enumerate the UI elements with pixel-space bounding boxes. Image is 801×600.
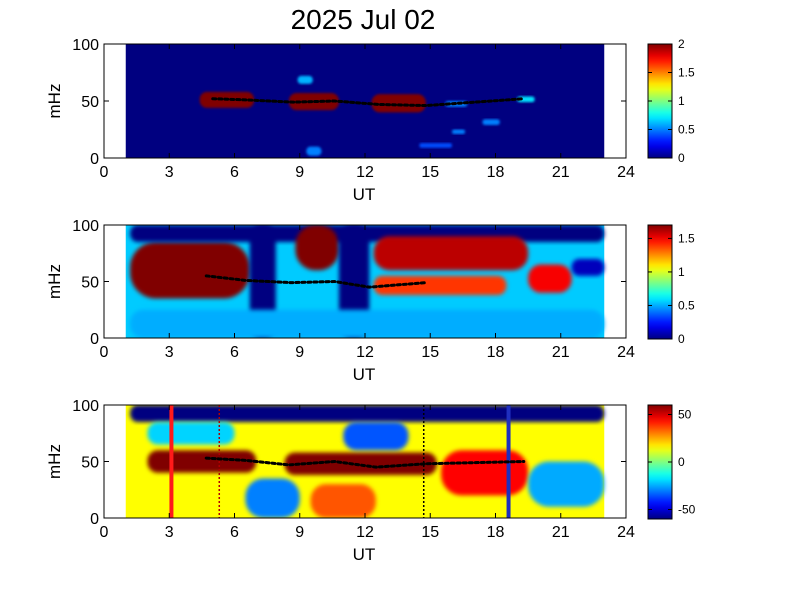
y-axis-label: mHz — [45, 84, 64, 119]
x-tick-label: 18 — [487, 344, 505, 361]
x-axis-label: UT — [353, 185, 376, 204]
x-tick-label: 12 — [356, 344, 374, 361]
heatmap-feature — [528, 264, 572, 293]
y-axis-label: mHz — [45, 264, 64, 299]
heatmap-feature — [371, 94, 426, 113]
y-axis-label: mHz — [45, 444, 64, 479]
heatmap-feature — [452, 129, 466, 135]
colorbar-tick-label: 0 — [678, 455, 685, 469]
x-tick-label: 15 — [421, 524, 439, 541]
panel-phase: 0 3 6 9 12 15 18 21 24 0 50 100 UT mHz -50 0 50 — [45, 398, 696, 564]
colorbar: -50 0 50 — [647, 404, 696, 520]
x-tick-label: 21 — [552, 524, 570, 541]
y-tick-label: 50 — [81, 94, 99, 111]
x-tick-label: 9 — [295, 344, 304, 361]
heatmap-feature — [373, 236, 529, 271]
heatmap-feature — [310, 484, 376, 518]
y-tick-label: 0 — [90, 511, 99, 528]
colorbar-tick-label: 2 — [678, 37, 685, 51]
y-tick-label: 100 — [72, 37, 99, 54]
figure-title: 2025 Jul 02 — [291, 4, 436, 35]
colorbar: 0 0.5 1 1.5 2 — [647, 37, 695, 165]
y-tick-label: 50 — [81, 275, 99, 292]
x-tick-label: 3 — [165, 524, 174, 541]
heatmap-feature — [245, 478, 300, 518]
x-tick-label: 15 — [421, 344, 439, 361]
x-tick-label: 6 — [230, 524, 239, 541]
heatmap-feature — [528, 461, 605, 507]
y-tick-label: 0 — [90, 151, 99, 168]
heatmap-data — [125, 225, 605, 338]
peak-frequency-track — [204, 456, 526, 469]
colorbar-tick-label: 0 — [678, 332, 685, 346]
panel-power: 0 3 6 9 12 15 18 21 24 0 50 100 UT mHz 0 0.5 1 1.5 2 — [45, 37, 695, 204]
heatmap-feature — [297, 75, 313, 84]
heatmap-feature — [306, 146, 322, 156]
x-axis-label: UT — [353, 545, 376, 564]
heatmap-feature — [295, 225, 339, 271]
heatmap-data — [125, 44, 605, 158]
colorbar-tick-label: 0 — [678, 151, 685, 165]
colorbar-tick-label: 0.5 — [678, 123, 695, 137]
y-tick-label: 50 — [81, 455, 99, 472]
heatmap-feature — [147, 421, 235, 445]
x-tick-label: 0 — [100, 344, 109, 361]
colorbar-tick-label: 50 — [678, 408, 692, 422]
x-tick-label: 3 — [165, 164, 174, 181]
x-tick-label: 0 — [100, 524, 109, 541]
peak-frequency-track — [204, 274, 428, 289]
heatmap-feature — [373, 275, 507, 296]
heatmap-feature — [571, 258, 605, 276]
colorbar-tick-label: 0.5 — [678, 298, 695, 312]
x-tick-label: 24 — [617, 164, 635, 181]
colorbar-tick-label: 1.5 — [678, 231, 695, 245]
x-tick-label: 12 — [356, 164, 374, 181]
colorbar-tick-label: -50 — [678, 503, 696, 517]
x-tick-label: 3 — [165, 344, 174, 361]
x-tick-label: 9 — [295, 164, 304, 181]
x-tick-label: 24 — [617, 524, 635, 541]
heatmap-data — [125, 405, 605, 518]
x-tick-label: 0 — [100, 164, 109, 181]
colorbar-tick-label: 1.5 — [678, 66, 695, 80]
heatmap-feature — [284, 452, 437, 476]
x-tick-label: 6 — [230, 344, 239, 361]
x-tick-label: 18 — [487, 524, 505, 541]
y-tick-label: 0 — [90, 331, 99, 348]
colorbar-scale — [647, 224, 673, 340]
x-tick-label: 24 — [617, 344, 635, 361]
heatmap-feature — [130, 309, 605, 338]
colorbar-tick-label: 1 — [678, 265, 685, 279]
y-tick-label: 100 — [72, 398, 99, 415]
y-tick-label: 100 — [72, 218, 99, 235]
heatmap-feature — [130, 405, 605, 422]
x-axis-label: UT — [353, 365, 376, 384]
x-tick-label: 18 — [487, 164, 505, 181]
x-tick-label: 9 — [295, 524, 304, 541]
heatmap-feature — [441, 450, 529, 496]
panel-coherence: 0 3 6 9 12 15 18 21 24 0 50 100 UT mHz 0 0.5 1 1.5 — [45, 218, 695, 384]
heatmap-feature — [419, 143, 452, 148]
x-tick-label: 12 — [356, 524, 374, 541]
x-tick-label: 21 — [552, 344, 570, 361]
colorbar-tick-label: 1 — [678, 94, 685, 108]
heatmap-feature — [343, 421, 409, 451]
peak-frequency-track — [211, 97, 526, 108]
heatmap-feature — [130, 241, 250, 299]
x-tick-label: 15 — [421, 164, 439, 181]
heatmap-feature — [147, 450, 257, 473]
x-tick-label: 6 — [230, 164, 239, 181]
x-tick-label: 21 — [552, 164, 570, 181]
heatmap-feature — [482, 119, 500, 125]
colorbar: 0 0.5 1 1.5 — [647, 224, 695, 346]
